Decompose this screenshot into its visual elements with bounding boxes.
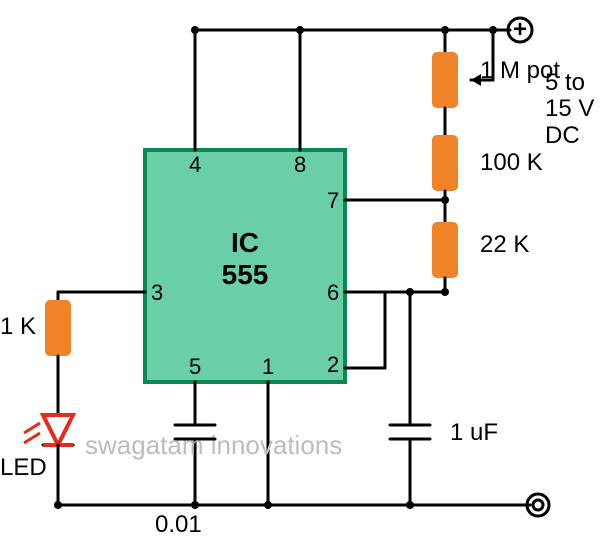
svg-text:7: 7 [327,188,339,213]
svg-text:1: 1 [262,354,274,379]
svg-text:4: 4 [189,152,201,177]
c-small-label: 0.01 [155,512,202,538]
r100k-label: 100 K [480,150,543,176]
svg-text:3: 3 [151,280,163,305]
c-big-label: 1 uF [450,420,498,446]
r22k-label: 22 K [480,232,529,258]
svg-text:2: 2 [327,352,339,377]
r1k-label: 1 K [0,314,36,340]
watermark: swagatam innovations [85,430,342,461]
svg-text:IC: IC [231,227,259,258]
svg-text:+: + [513,16,527,43]
led-label: LED [0,455,47,481]
svg-text:6: 6 [327,280,339,305]
svg-text:555: 555 [222,259,269,290]
power-label: 5 to 15 V DC [545,70,594,149]
svg-text:5: 5 [189,354,201,379]
svg-text:8: 8 [294,152,306,177]
